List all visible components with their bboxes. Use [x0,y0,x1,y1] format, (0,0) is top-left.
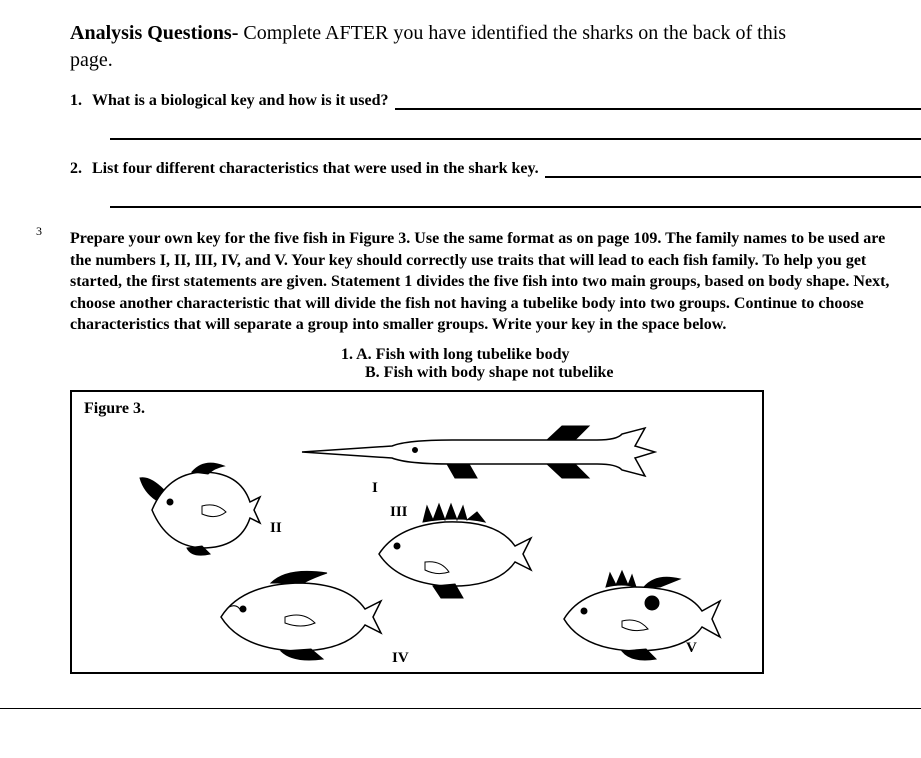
question-3: 3 Prepare your own key for the five fish… [70,228,921,336]
starter-a: 1. A. Fish with long tubelike body [341,346,570,364]
q3-superscript: 3 [36,224,42,239]
q1-text: What is a biological key and how is it u… [92,92,389,110]
q3-text: Prepare your own key for the five fish i… [70,228,910,336]
page-title: Analysis Questions- Complete AFTER you h… [70,20,830,74]
roman-3: III [390,504,408,521]
question-2: 2. List four different characteristics t… [70,160,921,178]
fish-2-icon [132,462,262,557]
roman-2: II [270,520,282,537]
q1-blank-inline[interactable] [395,94,921,110]
fish-4-icon [207,567,387,662]
q2-blank-line[interactable] [110,204,921,208]
page-divider [0,708,921,709]
title-bold: Analysis Questions- [70,22,243,44]
q2-blank-inline[interactable] [545,162,921,178]
q1-number: 1. [70,92,92,110]
question-1: 1. What is a biological key and how is i… [70,92,921,110]
fish-1-icon [297,422,657,482]
q2-number: 2. [70,160,92,178]
fish-5-icon [552,567,727,662]
roman-4: IV [392,650,409,667]
q2-text: List four different characteristics that… [92,160,539,178]
roman-1: I [372,480,378,497]
figure-label: Figure 3. [84,400,145,418]
roman-5: V [686,640,697,657]
key-starter: 1. A. Fish with long tubelike body B. Fi… [70,346,921,382]
figure-3-box: Figure 3. I II III IV [70,390,764,674]
starter-b: B. Fish with body shape not tubelike [341,364,614,382]
q1-blank-line[interactable] [110,136,921,140]
